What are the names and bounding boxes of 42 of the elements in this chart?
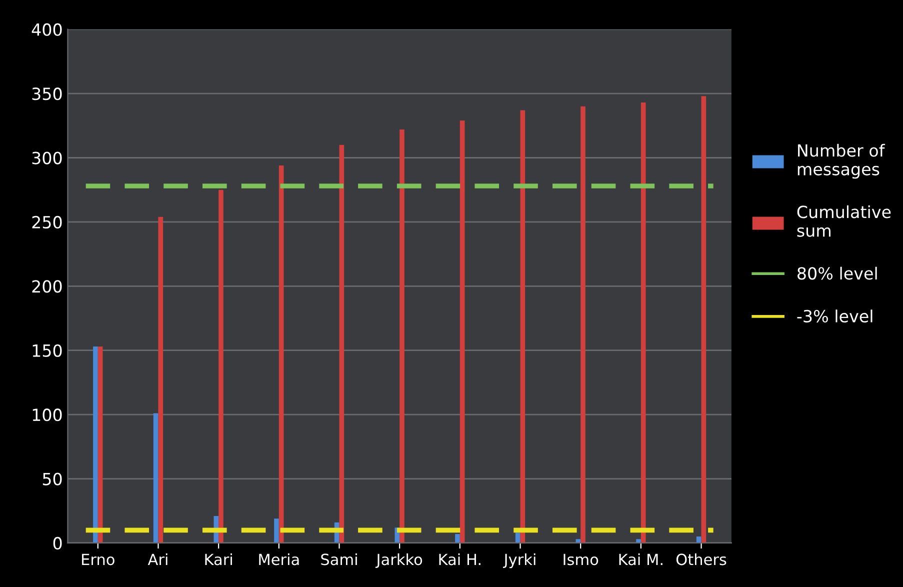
bar bbox=[580, 106, 586, 543]
y-tick-label: 0 bbox=[53, 536, 62, 550]
bar bbox=[400, 130, 404, 543]
y-tick-label: 250 bbox=[32, 216, 62, 229]
y-tick-label: 150 bbox=[32, 344, 62, 357]
legend-label: 80% level bbox=[798, 266, 877, 280]
bar bbox=[339, 144, 344, 543]
y-tick-label: 100 bbox=[32, 408, 62, 422]
y-tick-label: 350 bbox=[32, 88, 62, 100]
bar bbox=[455, 534, 460, 543]
x-tick-label: Jyrki bbox=[503, 553, 536, 568]
bar bbox=[696, 536, 702, 543]
legend-label: -3% level bbox=[797, 310, 872, 322]
bar bbox=[274, 518, 279, 543]
y-tick-label: 50 bbox=[42, 472, 62, 486]
x-tick-label: Kari bbox=[205, 553, 232, 566]
bar bbox=[515, 532, 520, 543]
x-tick-label: Meria bbox=[259, 553, 299, 566]
x-tick-label: Ismo bbox=[564, 554, 598, 566]
x-tick-label: Kai M. bbox=[619, 553, 662, 566]
bar bbox=[98, 346, 103, 543]
bar bbox=[278, 165, 284, 543]
y-tick-label: 400 bbox=[32, 23, 62, 36]
y-tick-label: 300 bbox=[32, 152, 62, 164]
bar bbox=[158, 216, 164, 543]
legend-label: Cumulative sum bbox=[797, 205, 891, 237]
x-tick-label: Others bbox=[676, 553, 726, 566]
bar bbox=[640, 102, 646, 543]
bar bbox=[701, 96, 706, 543]
y-tick-label: 200 bbox=[32, 280, 62, 293]
x-tick-label: Kai H. bbox=[439, 553, 480, 566]
x-tick-label: Erno bbox=[82, 554, 114, 566]
bar bbox=[460, 120, 465, 543]
bar bbox=[218, 190, 224, 543]
bar bbox=[636, 539, 641, 543]
bar bbox=[93, 346, 98, 543]
x-tick-label: Sami bbox=[321, 553, 357, 566]
x-tick-label: Jarkko bbox=[375, 553, 422, 568]
legend-label: Number of messages bbox=[798, 144, 886, 179]
bar bbox=[153, 413, 158, 543]
bar bbox=[520, 110, 526, 543]
x-tick-label: Ari bbox=[148, 553, 168, 565]
